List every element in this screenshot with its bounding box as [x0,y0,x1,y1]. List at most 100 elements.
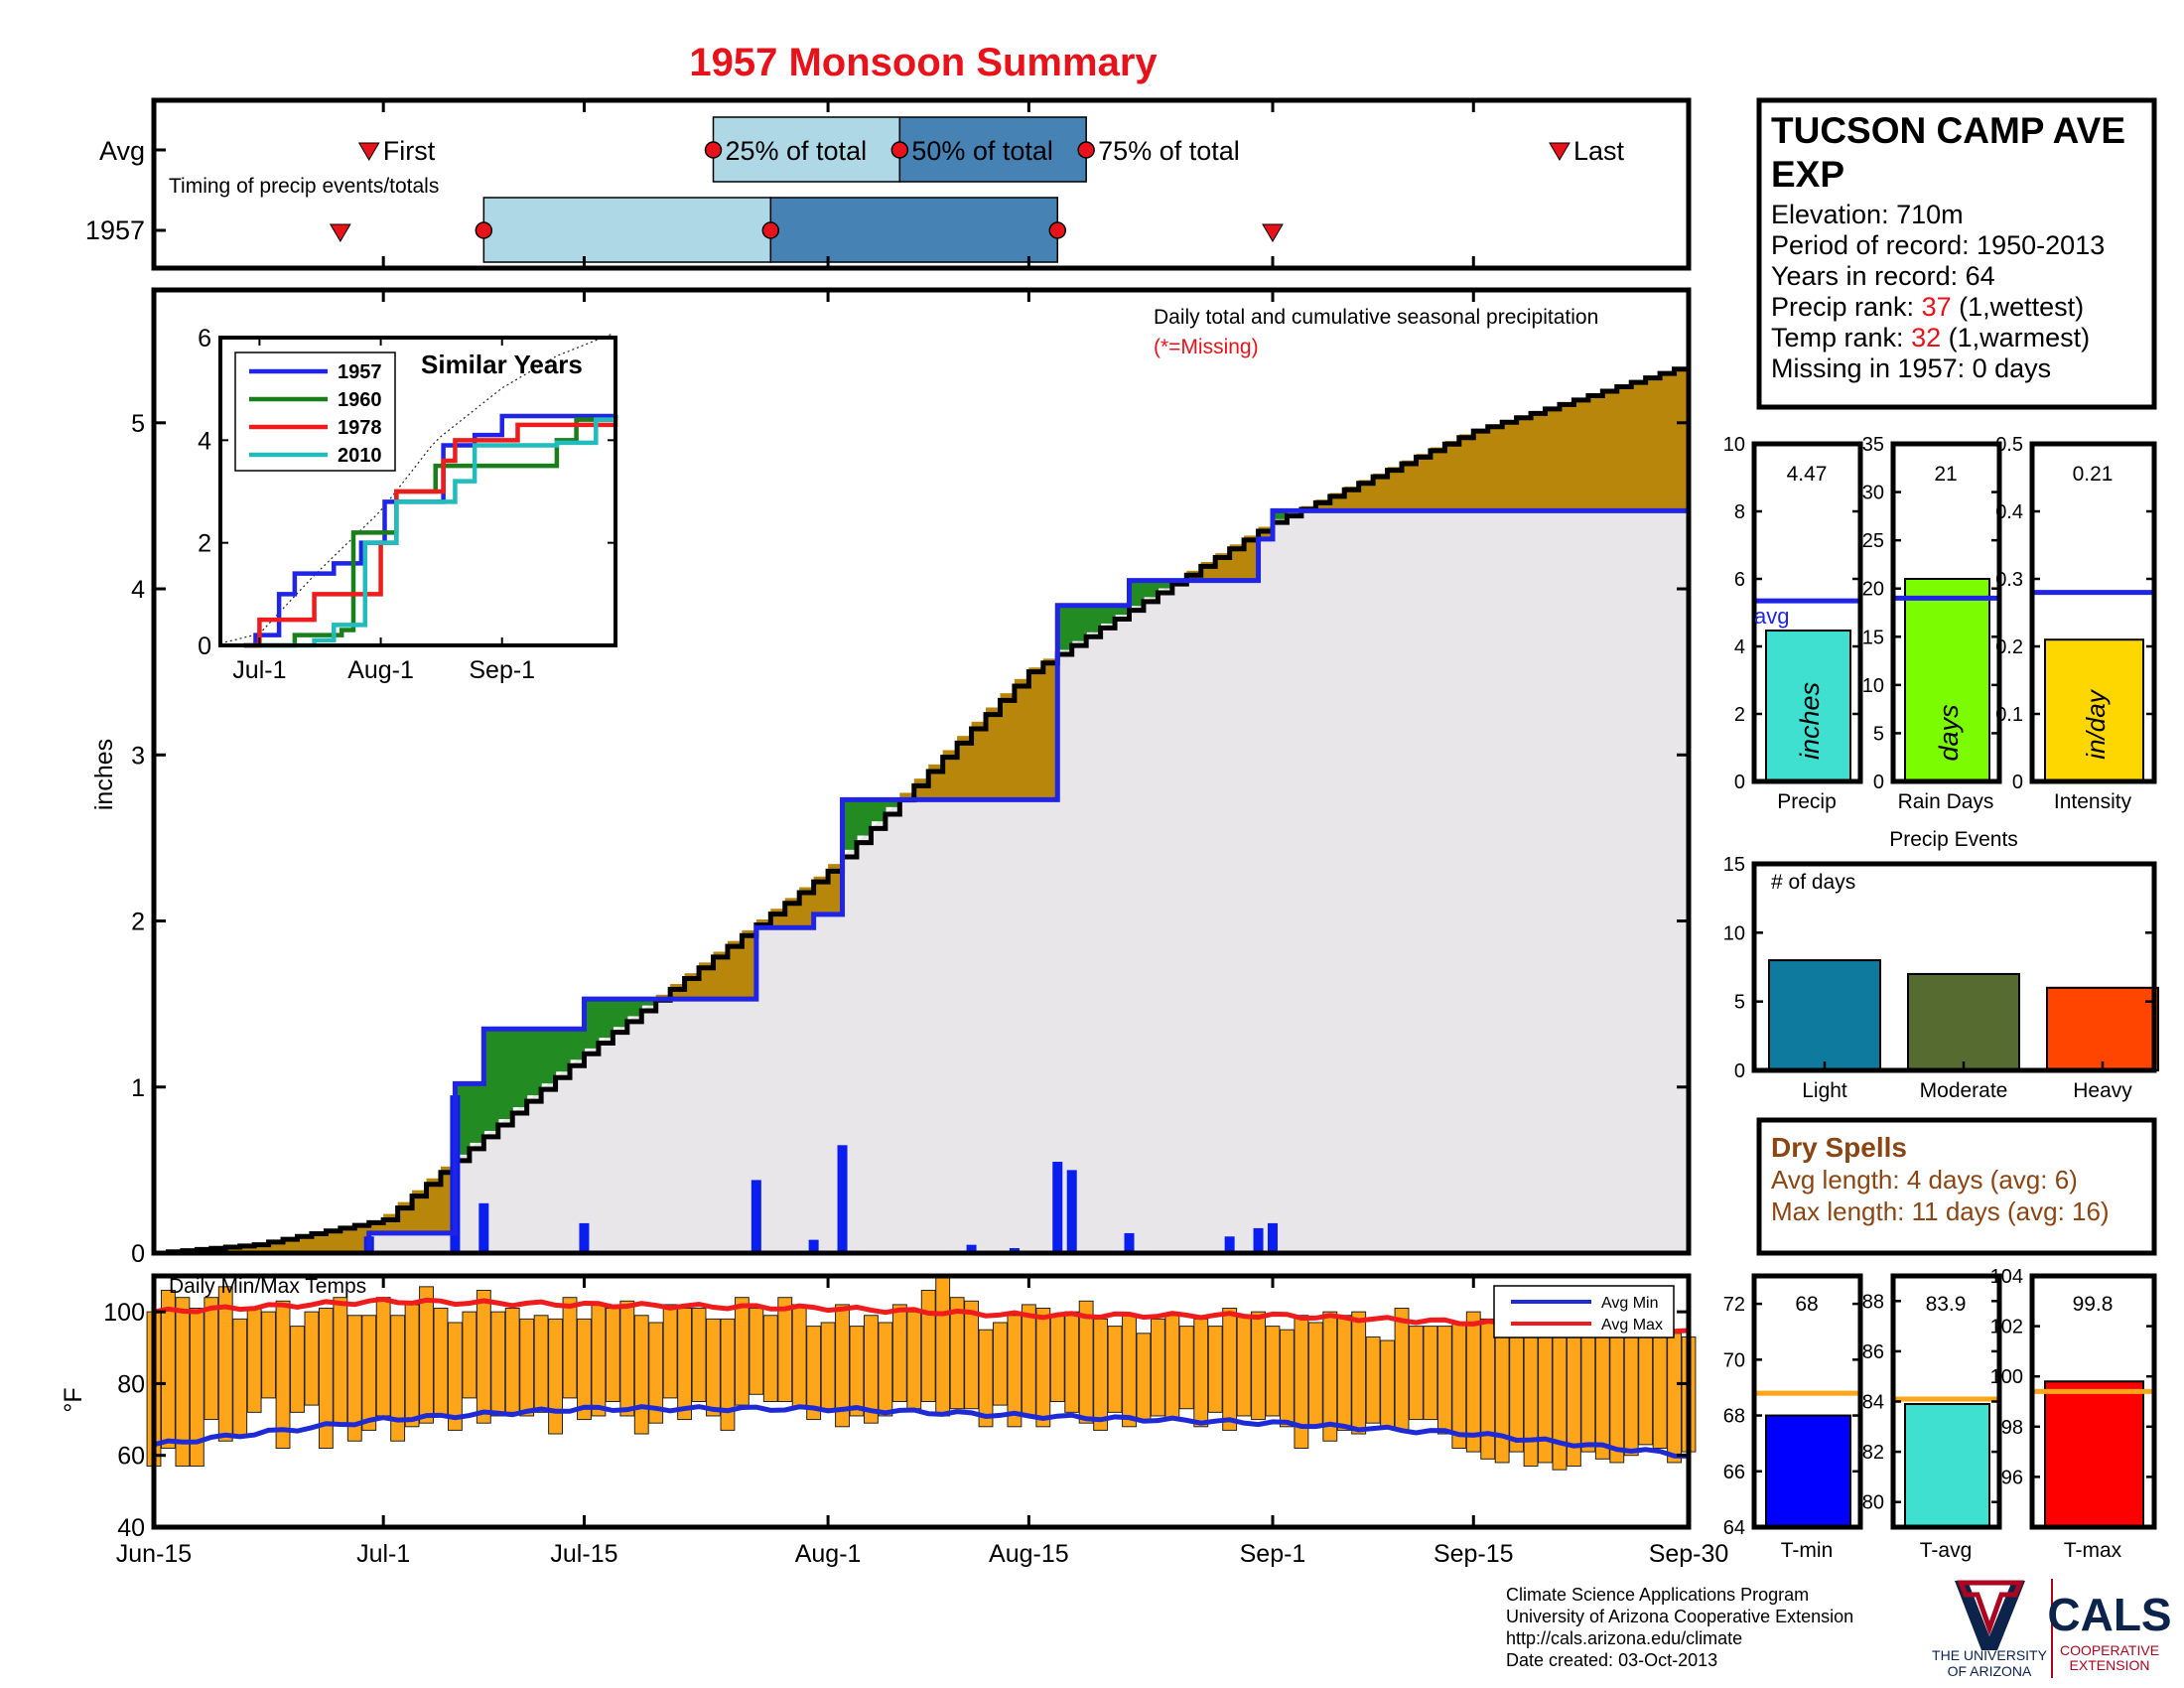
main-chart-missing-note: (*=Missing) [1154,336,1259,358]
daily-temp-bar [993,1322,1008,1406]
precip-y-tick-label: 4 [1734,636,1745,658]
main-chart-title: Daily total and cumulative seasonal prec… [1154,306,1598,329]
year-50-75-bar [769,197,1059,263]
precip-y-tick-label: 6 [1734,569,1745,591]
station-info-box: TUCSON CAMP AVE EXP Elevation: 710m Peri… [1756,97,2157,410]
inset-series-2010 [259,417,615,648]
intensity-mini-chart: 0.21 in/day Intensity 0 0.1 0.2 0.3 0.4 0.5 [1995,434,2157,813]
inset-y-tick-label: 2 [198,530,211,558]
daily-temp-bar [691,1308,707,1402]
daily-temp-bar [318,1308,334,1449]
inset-x-tick-label: Aug-1 [347,656,414,684]
inset-y-tick-label: 6 [198,325,211,352]
precip-y-tick-label: 8 [1734,501,1745,523]
above-average-band [1158,580,1173,589]
below-average-band [1042,658,1058,800]
above-average-band [1129,580,1145,607]
tmin-mini-chart: 68 T-min 64 66 68 70 72 [1723,1273,1863,1562]
below-average-band [1573,397,1589,511]
timing-p50-label: 50% of total [911,136,1053,166]
daily-temp-bar [1307,1322,1323,1428]
tmax-frame [2029,1273,2157,1530]
inset-ticks: Jul-1 Aug-1 Sep-1 0 2 4 6 [198,325,615,684]
daily-temp-bar [1007,1315,1023,1428]
daily-precip-bar [1124,1232,1135,1253]
station-precip-rank: Precip rank: 37 (1,wettest) [1771,292,2084,322]
temp-y-tick-label: 100 [103,1299,145,1327]
inset-legend-label-1978: 1978 [338,417,382,439]
temp-chart-ylabel: °F [60,1387,87,1412]
timing-panel: Avg 1957 Timing of precip events/totals … [85,97,1692,271]
daily-temp-bar [849,1326,865,1417]
daily-precip-bar [966,1244,977,1253]
daily-temp-bar [906,1311,922,1410]
daily-precip-bar [1052,1162,1063,1253]
events-x-label: Moderate [1920,1079,2008,1102]
year-last-marker-icon [1262,223,1284,242]
temp-chart-frame [151,1273,1692,1530]
above-average-band [1272,510,1289,519]
daily-temp-bar [1294,1315,1309,1449]
daily-temp-bar [232,1318,248,1439]
tmin-y-tick-label: 64 [1723,1517,1745,1539]
temp-legend-min-label: Avg Min [1601,1295,1659,1312]
main-y-tick-label: 1 [131,1074,145,1102]
daily-temp-bar [419,1286,434,1424]
daily-temp-bar [1136,1333,1152,1421]
daily-temp-bar [605,1308,620,1402]
events-bars [1768,959,2159,1072]
below-average-band [1244,535,1260,581]
raindays-y-tick-label: 10 [1862,675,1884,697]
daily-temp-bar [1236,1315,1252,1417]
below-average-band [1587,393,1603,511]
events-y-tick-label: 5 [1734,992,1745,1014]
main-x-tick-label: Jun-15 [116,1540,192,1568]
daily-temp-bar [290,1326,305,1413]
below-average-band [971,721,987,800]
daily-temp-bar [1667,1333,1682,1464]
daily-temp-bar [447,1322,463,1431]
temp-plot-area [146,1275,1697,1471]
events-bar-moderate [1907,972,2020,1072]
daily-temp-bar [706,1318,721,1417]
below-average-band [1616,384,1632,511]
tmin-label: T-min [1781,1539,1834,1562]
above-average-band [483,1029,499,1131]
tmax-y-tick-label: 100 [1990,1366,2023,1388]
daily-temp-bar [835,1304,850,1428]
below-average-band [1473,428,1489,511]
daily-temp-bar [677,1308,693,1421]
ua-a-mark-icon [1957,1580,2024,1636]
daily-temp-bar [720,1318,736,1431]
precip-y-tick-label: 0 [1734,772,1745,793]
raindays-y-tick-label: 35 [1862,434,1884,456]
station-info-frame [1756,97,2157,410]
avg-first-marker-icon [357,142,380,161]
intensity-y-tick-label: 0.3 [1995,569,2023,591]
below-average-band [297,1234,313,1253]
above-average-band [1086,605,1102,633]
daily-temp-bar [1049,1315,1065,1403]
avg-p75-marker-icon [1077,141,1095,159]
daily-temp-bar [1394,1308,1410,1431]
daily-temp-bar [361,1315,377,1431]
daily-temp-bar [1594,1326,1610,1460]
main-x-tick-label: Jul-1 [356,1540,410,1568]
daily-temp-bar [1107,1326,1123,1413]
tavg-bar [1904,1403,1990,1529]
daily-temp-bar [791,1304,807,1410]
below-average-band [942,750,958,800]
raindays-mini-chart: 21 days Rain Days 0 5 10 15 20 25 30 35 [1862,434,2002,813]
events-y-tick-label: 10 [1723,922,1745,944]
daily-precip-bar [751,1180,761,1253]
tmax-axis: 96 98 100 102 104 [1990,1266,2154,1488]
raindays-frame [1890,441,2002,784]
cals-logo-sub-1: COOPERATIVE [2060,1642,2159,1658]
above-average-band [856,799,873,836]
raindays-y-tick-label: 0 [1873,772,1884,793]
cals-logo-sub-2: EXTENSION [2070,1657,2150,1673]
intensity-bar [2044,638,2144,783]
daily-temp-bar [519,1318,535,1417]
daily-temp-bar [577,1318,592,1421]
